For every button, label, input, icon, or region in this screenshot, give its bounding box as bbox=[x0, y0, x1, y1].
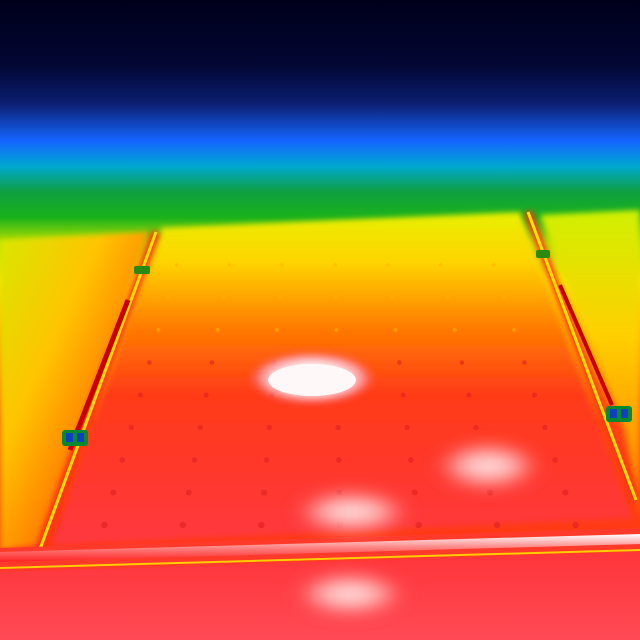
cell-dot bbox=[522, 360, 527, 365]
cell-dot bbox=[404, 424, 410, 431]
cell-dot bbox=[119, 457, 126, 463]
cell-dot bbox=[445, 295, 450, 300]
cell-dot bbox=[137, 392, 143, 398]
cell-dot bbox=[397, 360, 402, 365]
cell-dot bbox=[336, 457, 342, 463]
cell-dot bbox=[261, 489, 267, 496]
cell-dot bbox=[333, 295, 338, 300]
cell-dot bbox=[408, 457, 414, 463]
cell-dot bbox=[501, 295, 506, 300]
cell-dot bbox=[174, 263, 179, 267]
clamp-right bbox=[606, 406, 632, 422]
cell-dot bbox=[185, 489, 192, 496]
cell-dot bbox=[215, 327, 220, 333]
cell-dot bbox=[542, 424, 548, 431]
cell-dot bbox=[511, 327, 517, 333]
cell-dot bbox=[411, 489, 418, 496]
clamp-top-left bbox=[134, 266, 150, 274]
cell-dot bbox=[400, 392, 406, 398]
left-solar-panel bbox=[0, 232, 148, 550]
cell-dot bbox=[258, 521, 265, 529]
cell-dot bbox=[415, 521, 422, 529]
panel-frames bbox=[0, 210, 640, 572]
cell-dot bbox=[147, 360, 152, 365]
cell-dot bbox=[572, 521, 579, 529]
cell-dot bbox=[333, 263, 337, 267]
hotspots bbox=[246, 350, 546, 618]
cell-dot bbox=[552, 457, 558, 463]
cell-dot bbox=[266, 424, 272, 431]
cell-dot bbox=[491, 263, 496, 267]
cell-dot bbox=[334, 327, 339, 333]
clamp-top-right bbox=[536, 250, 550, 258]
cell-dot bbox=[209, 360, 215, 365]
cell-dot bbox=[277, 295, 282, 300]
cell-dot bbox=[493, 521, 501, 529]
cell-dot bbox=[335, 424, 341, 431]
right-solar-panel bbox=[540, 210, 640, 520]
cell-dot bbox=[101, 521, 108, 529]
cell-dot bbox=[280, 263, 284, 267]
cell-dot bbox=[227, 263, 232, 267]
cell-dot bbox=[438, 263, 443, 267]
cell-dot bbox=[191, 457, 198, 463]
cell-dot bbox=[274, 327, 280, 333]
cell-dot bbox=[203, 392, 209, 398]
hotspot-secondary-right bbox=[430, 440, 546, 492]
cell-dot bbox=[389, 295, 394, 300]
hotspot-secondary-center bbox=[288, 488, 416, 536]
cell-dot bbox=[263, 457, 270, 463]
cell-dot bbox=[562, 489, 569, 496]
clamp-left bbox=[62, 430, 88, 446]
cell-dot bbox=[452, 327, 457, 333]
cell-dot bbox=[179, 521, 187, 529]
cell-dot bbox=[393, 327, 398, 333]
cell-dot bbox=[110, 489, 117, 496]
cell-dot bbox=[459, 360, 465, 365]
cell-dot bbox=[532, 392, 538, 398]
cell-dot bbox=[473, 424, 479, 431]
cell-grid-dots bbox=[101, 263, 579, 529]
hotspot-lower-panel bbox=[288, 570, 412, 618]
cell-dot bbox=[386, 263, 390, 267]
cell-dot bbox=[466, 392, 472, 398]
cell-dot bbox=[197, 424, 203, 431]
cell-dot bbox=[221, 295, 226, 300]
cell-dot bbox=[156, 327, 161, 333]
cell-dot bbox=[165, 295, 170, 300]
panel-clamps bbox=[62, 250, 632, 446]
cell-dot bbox=[128, 424, 134, 431]
